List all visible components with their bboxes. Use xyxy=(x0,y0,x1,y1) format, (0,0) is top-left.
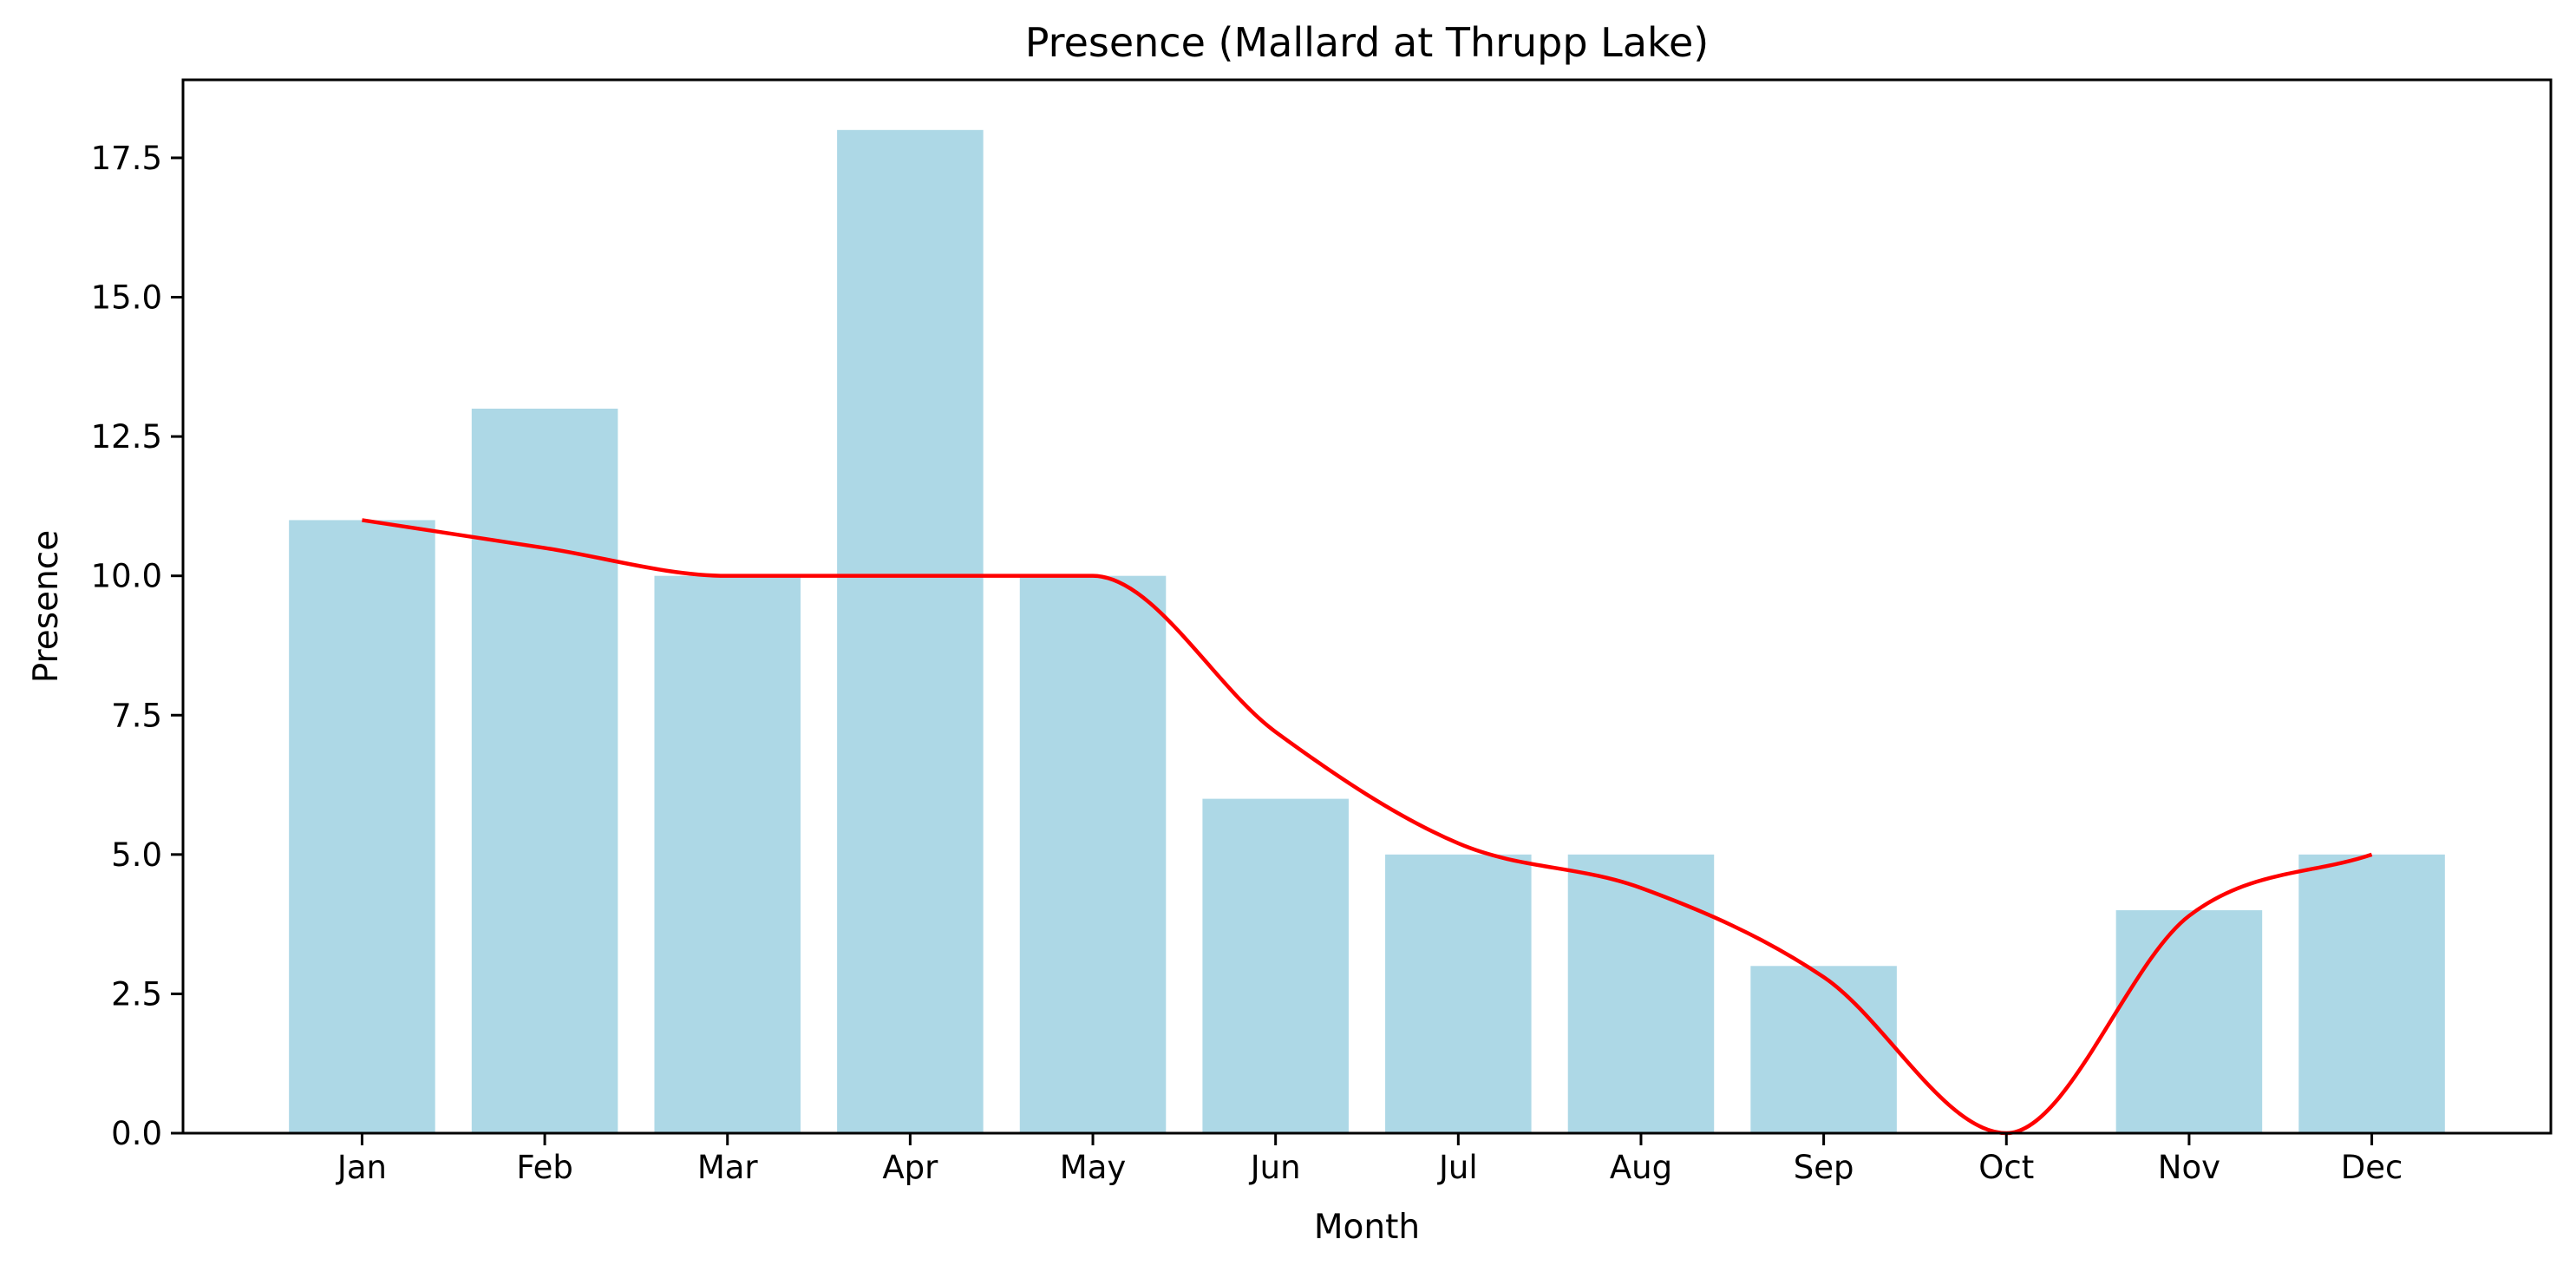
x-axis-label: Month xyxy=(1314,1208,1420,1247)
x-tick-label: Nov xyxy=(2158,1149,2220,1186)
x-tick-label: Aug xyxy=(1610,1149,1672,1186)
bar-dec xyxy=(2298,854,2445,1133)
bar-aug xyxy=(1567,854,1715,1133)
bar-apr xyxy=(837,129,984,1133)
x-tick-label: Dec xyxy=(2341,1149,2403,1186)
y-tick-label: 10.0 xyxy=(91,558,162,595)
y-axis-label: Presence xyxy=(27,530,66,683)
x-tick-label: Feb xyxy=(516,1149,573,1186)
bar-jun xyxy=(1202,798,1349,1133)
y-tick-label: 12.5 xyxy=(91,418,162,456)
y-tick-label: 0.0 xyxy=(111,1115,162,1152)
chart-title: Presence (Mallard at Thrupp Lake) xyxy=(1025,19,1710,66)
y-tick-label: 17.5 xyxy=(91,140,162,177)
x-tick-label: Jul xyxy=(1437,1149,1478,1186)
bar-jul xyxy=(1385,854,1532,1133)
y-tick-label: 2.5 xyxy=(111,975,162,1013)
x-axis-ticks: Jan Feb Mar Apr May Jun Jul Aug Sep Oct Nov Dec xyxy=(336,1133,2403,1186)
x-tick-label: Mar xyxy=(697,1149,759,1186)
x-tick-label: Sep xyxy=(1794,1149,1854,1186)
bar-feb xyxy=(471,408,618,1134)
x-tick-label: Oct xyxy=(1978,1149,2034,1186)
y-tick-label: 15.0 xyxy=(91,279,162,317)
x-tick-label: May xyxy=(1060,1149,1127,1186)
bar-nov xyxy=(2115,910,2263,1133)
bar-jan xyxy=(289,520,435,1133)
trend-line xyxy=(362,518,2373,1136)
y-tick-label: 5.0 xyxy=(111,836,162,874)
plot-frame xyxy=(181,78,2553,1135)
trend-line-layer xyxy=(362,518,2373,1136)
bar-mar xyxy=(654,575,801,1133)
x-tick-label: Apr xyxy=(882,1149,938,1186)
bars-layer xyxy=(289,129,2445,1134)
y-axis-ticks: 0.0 2.5 5.0 7.5 10.0 12.5 15.0 17.5 xyxy=(91,140,183,1152)
x-tick-label: Jun xyxy=(1249,1149,1301,1186)
x-tick-label: Jan xyxy=(336,1149,387,1186)
y-tick-label: 7.5 xyxy=(111,697,162,734)
bar-may xyxy=(1019,575,1167,1133)
bar-sep xyxy=(1750,966,1897,1133)
